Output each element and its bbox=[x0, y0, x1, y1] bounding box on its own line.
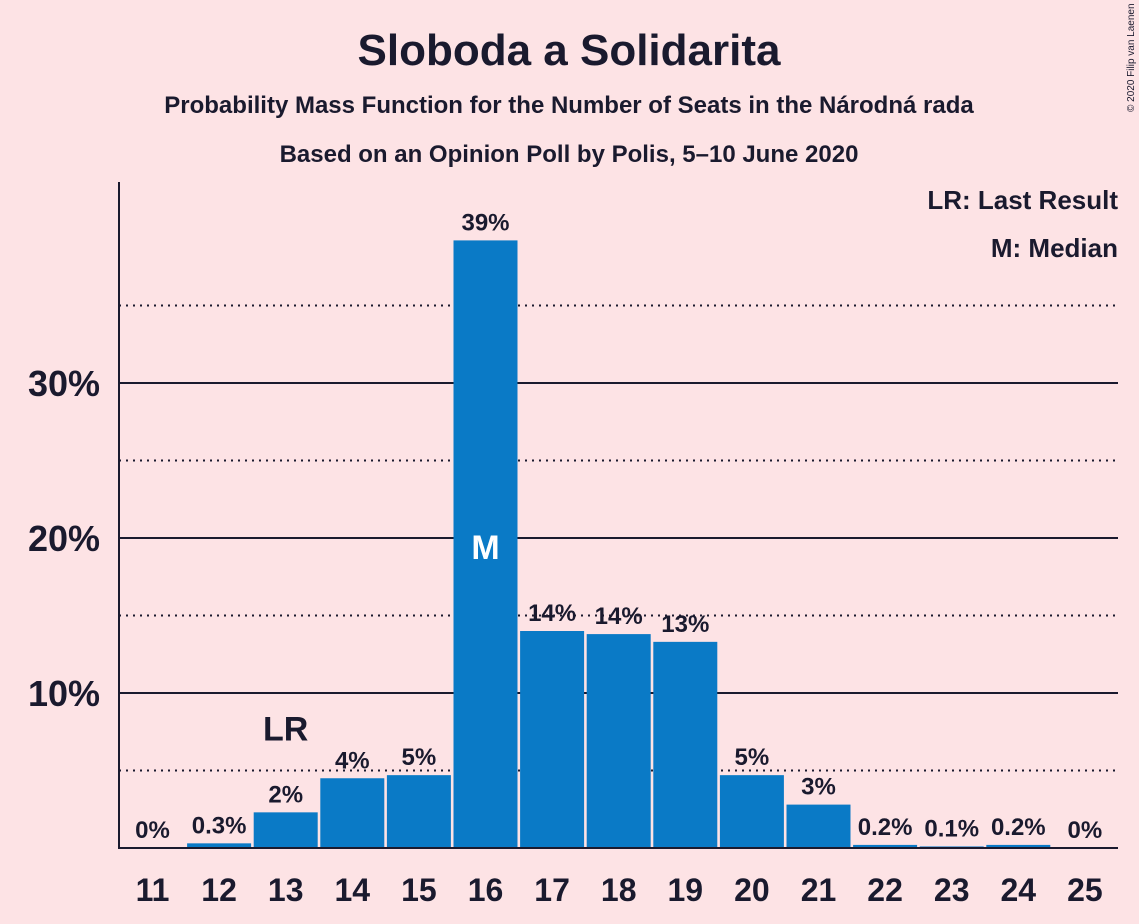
data-label-seats-22: 0.2% bbox=[858, 814, 913, 841]
data-label-seats-11: 0% bbox=[135, 817, 170, 844]
bar-seats-19 bbox=[653, 641, 718, 848]
copyright-credit: © 2020 Filip van Laenen bbox=[1126, 3, 1137, 112]
x-tick-label: 18 bbox=[601, 872, 637, 908]
chart-subtitle: Probability Mass Function for the Number… bbox=[164, 92, 974, 119]
y-tick-label: 30% bbox=[28, 363, 100, 404]
x-tick-label: 23 bbox=[934, 872, 970, 908]
last-result-marker: LR bbox=[263, 710, 308, 748]
bar-seats-13 bbox=[253, 812, 318, 848]
bar-seats-24 bbox=[986, 844, 1051, 848]
x-tick-label: 22 bbox=[867, 872, 903, 908]
bar-seats-14 bbox=[320, 778, 385, 848]
bar-seats-17 bbox=[520, 631, 585, 848]
bar-seats-18 bbox=[586, 634, 651, 848]
data-label-seats-20: 5% bbox=[735, 744, 770, 771]
data-label-seats-13: 2% bbox=[268, 781, 303, 808]
bar-seats-20 bbox=[719, 775, 784, 848]
x-tick-label: 19 bbox=[668, 872, 704, 908]
data-labels: 0% 0.3% 2% LR 4% 5% 39% M 14% 14% 13% 5% 3% 0.2% 0.1% 0… bbox=[135, 209, 1102, 844]
x-axis-ticks: 11 12 13 14 15 16 17 18 19 20 21 22 23 24 25 bbox=[136, 872, 1103, 908]
x-tick-label: 11 bbox=[136, 872, 170, 908]
data-label-seats-24: 0.2% bbox=[991, 814, 1046, 841]
x-tick-label: 24 bbox=[1001, 872, 1037, 908]
legend: LR: Last Result M: Median bbox=[927, 185, 1118, 263]
legend-median: M: Median bbox=[991, 233, 1118, 263]
bar-seats-22 bbox=[853, 844, 918, 848]
bar-seats-16 bbox=[453, 240, 518, 848]
x-tick-label: 20 bbox=[734, 872, 770, 908]
data-label-seats-23: 0.1% bbox=[924, 815, 979, 842]
data-label-seats-19: 13% bbox=[661, 611, 709, 638]
x-tick-label: 12 bbox=[201, 872, 237, 908]
data-label-seats-12: 0.3% bbox=[192, 812, 247, 839]
x-tick-label: 15 bbox=[401, 872, 437, 908]
x-tick-label: 13 bbox=[268, 872, 304, 908]
legend-last-result: LR: Last Result bbox=[927, 185, 1118, 215]
bar-seats-12 bbox=[187, 843, 252, 848]
bar-seats-15 bbox=[386, 775, 451, 848]
bar-seats-21 bbox=[786, 804, 851, 848]
y-tick-label: 10% bbox=[28, 673, 100, 714]
median-marker: M bbox=[471, 529, 499, 567]
x-tick-label: 14 bbox=[335, 872, 371, 908]
bars bbox=[187, 240, 1051, 848]
chart-title: Sloboda a Solidarita bbox=[358, 26, 781, 75]
data-label-seats-18: 14% bbox=[595, 603, 643, 630]
data-label-seats-21: 3% bbox=[801, 774, 836, 801]
data-label-seats-25: 0% bbox=[1068, 817, 1103, 844]
x-tick-label: 17 bbox=[534, 872, 570, 908]
y-tick-label: 20% bbox=[28, 518, 100, 559]
data-label-seats-14: 4% bbox=[335, 747, 370, 774]
data-label-seats-15: 5% bbox=[402, 744, 437, 771]
x-tick-label: 16 bbox=[468, 872, 504, 908]
y-axis-ticks: 10% 20% 30% bbox=[28, 363, 100, 714]
x-tick-label: 25 bbox=[1067, 872, 1103, 908]
chart-subtitle-poll: Based on an Opinion Poll by Polis, 5–10 … bbox=[280, 141, 859, 168]
x-tick-label: 21 bbox=[801, 872, 837, 908]
data-label-seats-17: 14% bbox=[528, 600, 576, 627]
data-label-seats-16: 39% bbox=[461, 209, 509, 236]
